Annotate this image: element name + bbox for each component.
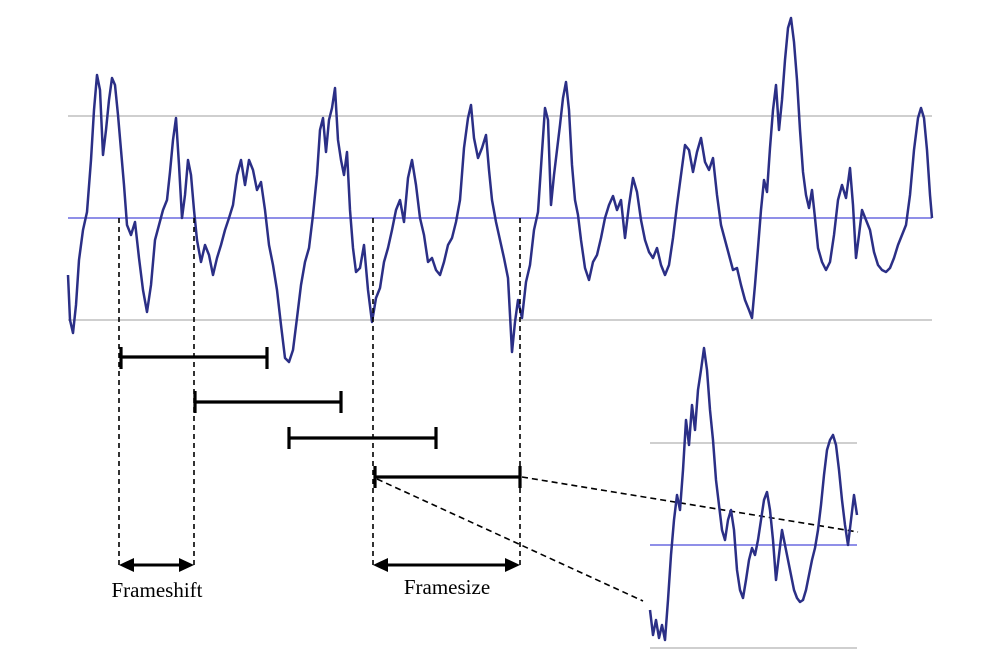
frame-bar-1 xyxy=(119,347,269,369)
frame-bar-4 xyxy=(373,466,522,488)
frameshift-label: Frameshift xyxy=(112,578,203,602)
zoom-connector-lower xyxy=(376,478,644,602)
frameshift-arrow xyxy=(119,558,194,572)
main-waveform xyxy=(66,16,934,364)
framesize-arrow xyxy=(373,558,520,572)
frame-bar-2 xyxy=(193,391,343,413)
inset-waveform xyxy=(648,346,859,642)
framesize-label: Framesize xyxy=(404,575,490,599)
zoom-connector-upper xyxy=(521,476,859,533)
frame-bar-3 xyxy=(287,427,438,449)
